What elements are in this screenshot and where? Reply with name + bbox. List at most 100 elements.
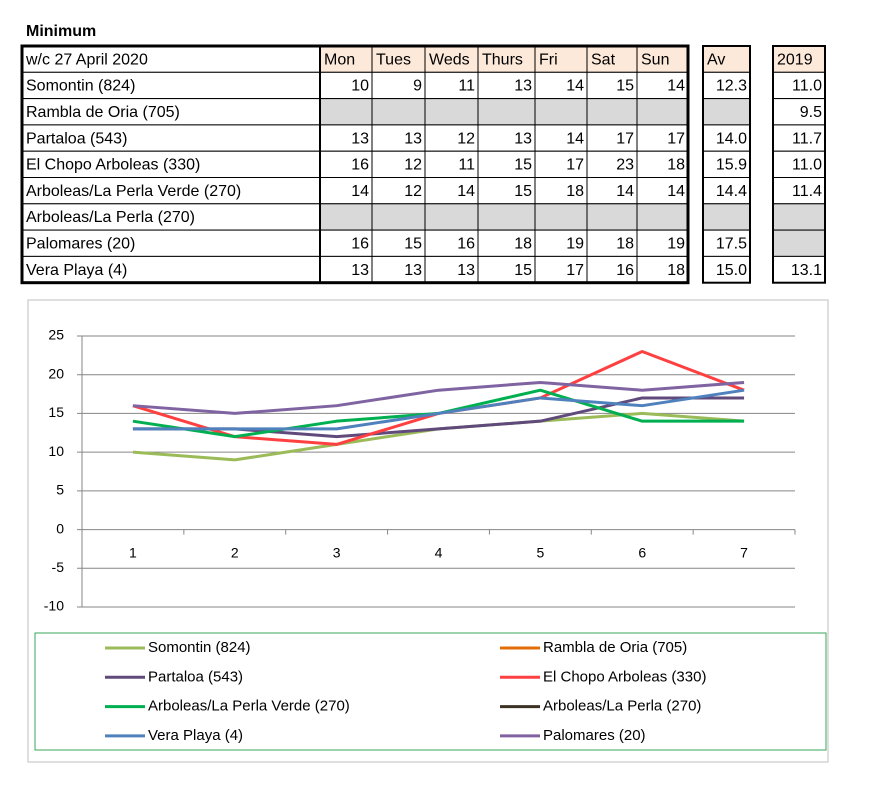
cell-value: 11.0	[792, 157, 822, 174]
cell-value: 11.0	[792, 78, 822, 95]
cell-value: 16	[616, 262, 634, 279]
row-label: Vera Playa (4)	[26, 262, 127, 279]
x-tick-label: 2	[231, 544, 239, 560]
cell	[424, 124, 479, 152]
cell	[772, 124, 826, 152]
row-label: Arboleas/La Perla (270)	[26, 209, 195, 226]
cell	[371, 150, 426, 178]
cell	[21, 98, 321, 126]
cell-value: 16	[351, 157, 369, 174]
cell-value: 23	[616, 157, 634, 174]
cell	[424, 255, 479, 284]
cell-value: 15.0	[716, 262, 747, 279]
cell-value: 15	[404, 235, 422, 252]
cell-value: 12	[404, 183, 422, 200]
cell-value: 13.1	[791, 262, 822, 279]
legend-label: Arboleas/La Perla Verde (270)	[148, 698, 350, 715]
cell	[772, 71, 826, 100]
legend-label: Rambla de Oria (705)	[543, 639, 687, 656]
cell-value: 17	[667, 130, 685, 147]
cell	[534, 177, 588, 205]
y-tick-label: -10	[44, 598, 64, 614]
cell-value: 9	[413, 78, 422, 95]
cell	[424, 98, 479, 126]
cell-value: 11	[458, 157, 475, 174]
cell-value: 13	[404, 130, 422, 147]
cell-value: 10	[351, 78, 369, 95]
cell	[702, 177, 751, 205]
column-header: Sun	[641, 51, 669, 68]
cell	[21, 203, 321, 231]
y-tick-label: 10	[48, 443, 64, 459]
cell-value: 11	[458, 78, 475, 95]
cell-value: 14	[667, 183, 685, 200]
table-border	[20, 44, 690, 285]
chart-frame	[27, 299, 829, 763]
column-header: Weds	[429, 51, 470, 68]
x-tick-label: 4	[435, 544, 443, 560]
cell-value: 13	[404, 262, 422, 279]
y-tick-label: 0	[56, 520, 64, 536]
cell-value: 18	[667, 157, 685, 174]
cell-value: 16	[351, 235, 369, 252]
cell-value: 12	[457, 130, 475, 147]
cell	[702, 98, 751, 126]
cell	[534, 71, 588, 100]
x-tick-label: 1	[129, 544, 137, 560]
cell	[586, 45, 638, 73]
cell	[371, 229, 426, 257]
row-label: Somontin (824)	[26, 78, 135, 95]
cell	[424, 229, 479, 257]
cell	[319, 229, 373, 257]
column-header: Tues	[376, 51, 411, 68]
cell-value: 14	[566, 78, 584, 95]
cell-value: 17	[566, 157, 584, 174]
cell	[371, 255, 426, 284]
cell	[586, 150, 638, 178]
x-tick-label: 5	[536, 544, 544, 560]
cell	[534, 203, 588, 231]
cell	[534, 98, 588, 126]
column-header: Thurs	[482, 51, 523, 68]
cell-value: 14	[351, 183, 369, 200]
column-header: Av	[707, 51, 725, 68]
column-header: Mon	[324, 51, 355, 68]
cell	[636, 203, 689, 231]
legend-label: Vera Playa (4)	[148, 727, 243, 744]
cell-value: 18	[667, 262, 685, 279]
cell-value: 17	[616, 130, 634, 147]
cell	[21, 71, 321, 100]
cell	[636, 150, 689, 178]
cell-value: 13	[514, 78, 532, 95]
legend-label: El Chopo Arboleas (330)	[543, 668, 706, 685]
cell	[424, 203, 479, 231]
cell-value: 14.4	[716, 183, 747, 200]
cell-value: 15	[514, 157, 532, 174]
x-tick-label: 7	[740, 544, 748, 560]
y-tick-label: 25	[48, 327, 64, 343]
cell-value: 15	[514, 262, 532, 279]
column-header: Fri	[539, 51, 558, 68]
cell	[371, 98, 426, 126]
cell	[586, 98, 638, 126]
y-tick-label: 5	[56, 482, 64, 498]
cell	[534, 45, 588, 73]
cell-value: 9.5	[800, 104, 822, 121]
cell	[586, 71, 638, 100]
column-header: 2019	[777, 51, 813, 68]
cell-value: 13	[514, 130, 532, 147]
cell-value: 11.7	[792, 130, 822, 147]
row-label: El Chopo Arboleas (330)	[26, 157, 200, 174]
x-tick-label: 3	[333, 544, 341, 560]
cell-value: 13	[351, 262, 369, 279]
cell-value: 14.0	[716, 130, 747, 147]
legend-label: Arboleas/La Perla (270)	[543, 698, 701, 715]
legend-label: Somontin (824)	[148, 639, 251, 656]
cell-value: 14	[616, 183, 634, 200]
legend-label: Partaloa (543)	[148, 668, 243, 685]
cell-value: 18	[616, 235, 634, 252]
row-label: Arboleas/La Perla Verde (270)	[26, 183, 241, 200]
cell	[636, 45, 689, 73]
cell	[371, 203, 426, 231]
